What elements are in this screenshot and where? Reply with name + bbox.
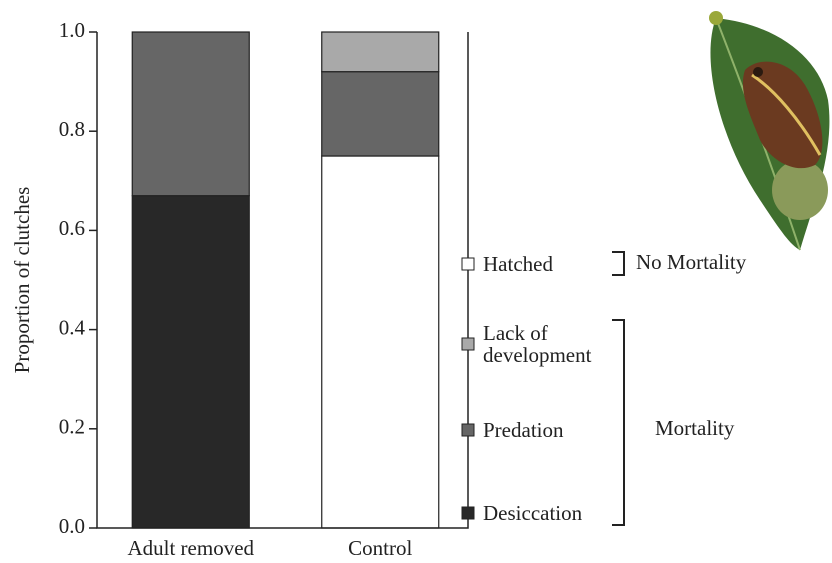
bar-segment (321, 155, 440, 529)
legend-label: Desiccation (483, 501, 583, 525)
y-tick-label: 0.0 (59, 514, 85, 538)
y-tick-label: 1.0 (59, 18, 85, 42)
legend-swatch (461, 423, 475, 437)
legend-swatch (461, 337, 475, 351)
bar-segment (321, 31, 440, 73)
legend-label: Predation (483, 418, 564, 442)
legend-brackets (612, 251, 625, 526)
legend-swatch (461, 506, 475, 520)
bar-segment (131, 195, 250, 529)
y-tick-label: 0.4 (59, 315, 86, 339)
y-tick-label: 0.6 (59, 216, 85, 240)
legend-group: Mortality (655, 416, 735, 440)
legend-label: Lack of development (483, 321, 592, 367)
y-tick-label: 0.2 (59, 415, 85, 439)
legend-label: Hatched (483, 252, 553, 276)
y-tick-label: 0.8 (59, 117, 85, 141)
x-tick-label: Adult removed (127, 536, 254, 560)
bar-segment (321, 71, 440, 157)
legend-group: No Mortality (636, 250, 747, 274)
legend-swatch (461, 257, 475, 271)
frog-photo (709, 11, 830, 251)
y-axis-label: Proportion of clutches (10, 187, 34, 374)
axes (96, 32, 469, 529)
bar-segment (131, 31, 250, 197)
x-tick-label: Control (348, 536, 412, 560)
